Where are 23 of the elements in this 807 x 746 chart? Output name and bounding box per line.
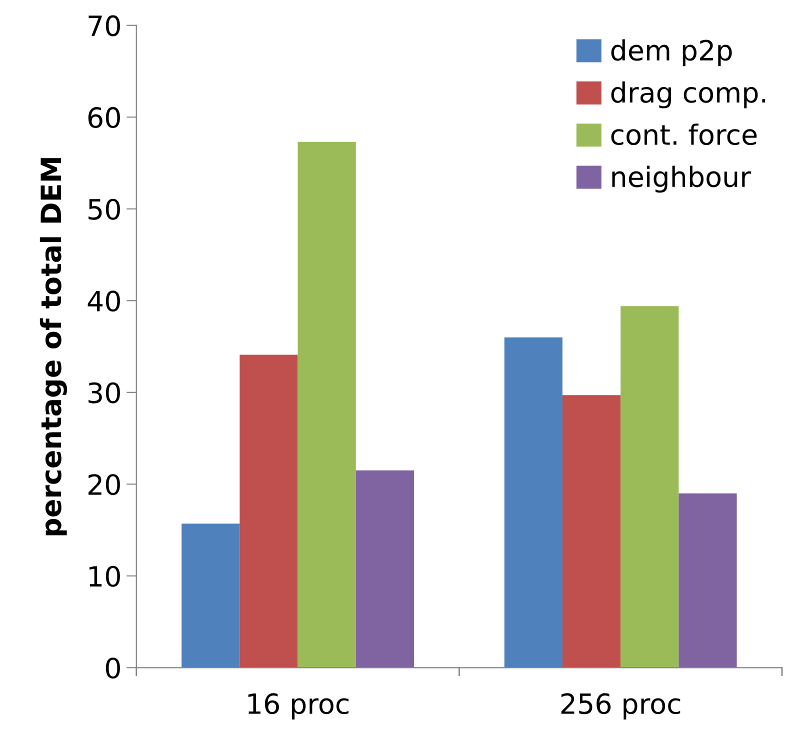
y-tick-label: 30 bbox=[88, 382, 120, 404]
bar bbox=[356, 470, 414, 668]
legend-label: neighbour bbox=[612, 166, 752, 193]
bar bbox=[182, 524, 240, 668]
legend-label: dem p2p bbox=[611, 39, 732, 66]
bar bbox=[678, 493, 737, 668]
bar bbox=[620, 306, 679, 668]
x-tick-label: 16 proc bbox=[248, 693, 348, 720]
y-tick-label: 10 bbox=[90, 566, 120, 587]
bar bbox=[298, 142, 356, 668]
y-tick-label: 60 bbox=[88, 107, 120, 128]
y-tick-label: 40 bbox=[88, 290, 120, 312]
bar bbox=[562, 395, 621, 668]
y-tick-label: 0 bbox=[106, 658, 120, 679]
y-axis-title: percentage of total DEM bbox=[40, 158, 68, 536]
y-tick-label: 70 bbox=[88, 15, 120, 36]
y-tick-label: 20 bbox=[88, 474, 120, 496]
bar bbox=[504, 337, 562, 668]
legend-label: drag comp. bbox=[611, 81, 766, 108]
bar bbox=[240, 354, 298, 668]
y-tick-label: 50 bbox=[88, 198, 120, 220]
x-tick-label: 256 proc bbox=[561, 693, 680, 720]
legend-label: cont. force bbox=[611, 124, 757, 146]
